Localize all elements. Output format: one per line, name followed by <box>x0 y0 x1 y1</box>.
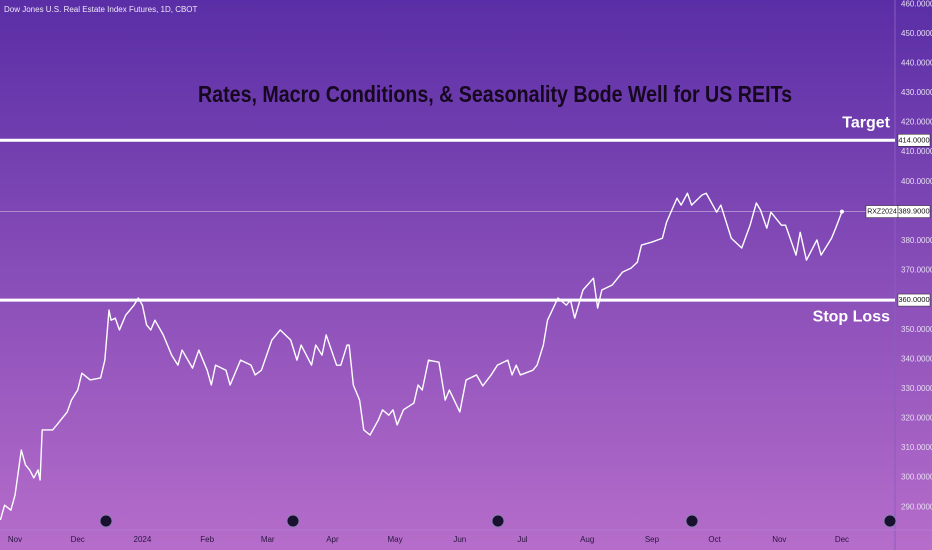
y-tick-label: 380.0000 <box>901 236 932 245</box>
y-tick-label: 330.0000 <box>901 384 932 393</box>
y-tick-label: 420.0000 <box>901 118 932 127</box>
y-tick-label: 400.0000 <box>901 177 932 186</box>
y-tick-label: 290.0000 <box>901 502 932 511</box>
y-tick-label: 370.0000 <box>901 266 932 275</box>
x-tick-label: Feb <box>200 535 214 544</box>
x-tick-label: Nov <box>8 535 22 544</box>
level-label: Target <box>842 114 890 131</box>
price-tag-label: 360.0000 <box>898 295 929 304</box>
y-tick-label: 340.0000 <box>901 354 932 363</box>
price-line <box>0 192 843 521</box>
price-tag <box>897 205 931 218</box>
x-tick-label: May <box>388 535 403 544</box>
x-tick-label: Mar <box>261 535 275 544</box>
chart-title: Rates, Macro Conditions, & Seasonality B… <box>198 81 792 107</box>
y-tick-label: 430.0000 <box>901 88 932 97</box>
subtitle: Dow Jones U.S. Real Estate Index Futures… <box>4 5 198 14</box>
y-tick-label: 450.0000 <box>901 29 932 38</box>
y-tick-label: 310.0000 <box>901 443 932 452</box>
x-tick-label: Jul <box>517 535 527 544</box>
y-tick-label: 460.0000 <box>901 0 932 8</box>
y-tick-label: 440.0000 <box>901 58 932 67</box>
event-icons <box>99 514 897 528</box>
x-tick-label: Oct <box>708 535 721 544</box>
x-tick-label: Apr <box>326 535 339 544</box>
x-tick-label: Dec <box>71 535 85 544</box>
last-point <box>839 209 844 214</box>
price-tag-label: 414.0000 <box>898 135 929 144</box>
x-tick-label: Dec <box>835 535 849 544</box>
x-tick-label: 2024 <box>134 535 152 544</box>
x-tick-label: Nov <box>772 535 786 544</box>
price-tag <box>897 293 931 307</box>
ticker-tag-label: RXZ2024 <box>867 208 897 215</box>
y-tick-label: 300.0000 <box>901 473 932 482</box>
x-tick-label: Jun <box>453 535 466 544</box>
level-label: Stop Loss <box>813 308 890 325</box>
y-tick-label: 410.0000 <box>901 147 932 156</box>
y-tick-label: 350.0000 <box>901 325 932 334</box>
x-tick-label: Sep <box>645 535 660 544</box>
price-tag <box>897 134 931 147</box>
price-tag-label: 389.9000 <box>898 207 929 216</box>
x-tick-label: Aug <box>580 535 594 544</box>
y-tick-label: 320.0000 <box>901 414 932 423</box>
